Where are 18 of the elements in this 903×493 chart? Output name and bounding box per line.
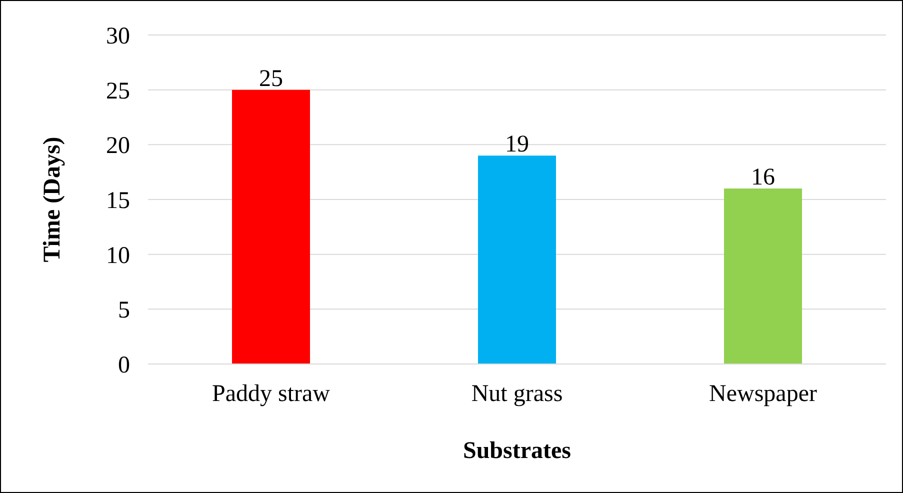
x-tick-label: Newspaper (709, 381, 817, 408)
data-label: 25 (259, 66, 283, 92)
x-tick-label: Nut grass (471, 381, 563, 408)
x-tick-label: Paddy straw (212, 381, 331, 408)
y-tick-label: 15 (106, 188, 130, 214)
y-tick-label: 0 (118, 352, 130, 379)
y-tick-label: 25 (106, 78, 130, 104)
bar (724, 188, 802, 364)
bar (232, 90, 310, 364)
y-tick-label: 10 (106, 242, 130, 269)
data-label: 16 (751, 164, 775, 191)
y-tick-label: 30 (106, 24, 130, 50)
data-label: 19 (505, 132, 529, 158)
y-tick-label: 5 (118, 298, 130, 324)
y-axis-title: Time (Days) (40, 136, 66, 262)
x-axis-title: Substrates (462, 438, 572, 464)
y-tick-label: 20 (106, 133, 130, 160)
bar (478, 156, 556, 364)
